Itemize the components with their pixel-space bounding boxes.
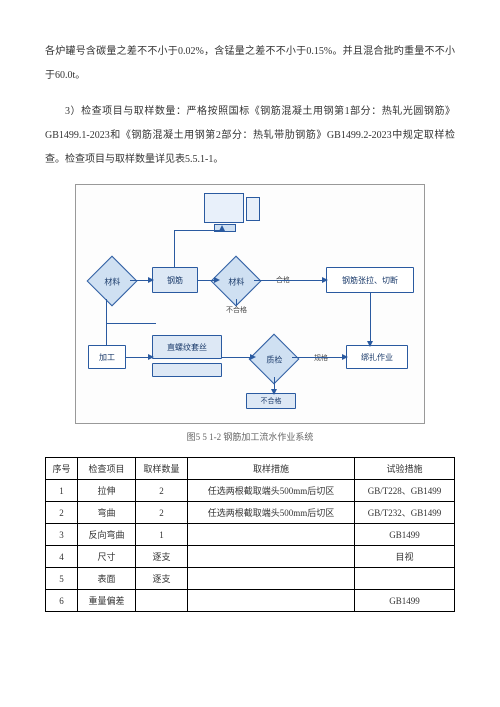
box-bundling: 绑扎作业	[346, 345, 408, 369]
flowchart: 材料 钢筋 材料 合格 钢筋张拉、切断 不合格 加工 直螺纹套丝 质检 规格 绑…	[75, 184, 425, 424]
box-threading: 直螺纹套丝	[152, 335, 222, 359]
table-cell	[188, 524, 355, 546]
table-cell: 4	[46, 546, 78, 568]
table-row: 3反向弯曲1 GB1499	[46, 524, 455, 546]
table-cell: GB1499	[355, 524, 455, 546]
box-cut: 钢筋张拉、切断	[326, 267, 414, 293]
label-spec: 规格	[314, 353, 328, 363]
th-2: 取样数量	[136, 458, 188, 480]
table-cell: 尺寸	[78, 546, 136, 568]
table-cell: GB1499	[355, 590, 455, 612]
table-row: 4尺寸逐支 目视	[46, 546, 455, 568]
table-cell: 目视	[355, 546, 455, 568]
table-cell: 任选两根截取端头500mm后切区	[188, 502, 355, 524]
tower-icon	[246, 197, 260, 221]
th-0: 序号	[46, 458, 78, 480]
diagram-caption: 图5 5 1-2 钢筋加工流水作业系统	[45, 430, 455, 443]
table-cell: 任选两根截取端头500mm后切区	[188, 480, 355, 502]
table-cell: 逐支	[136, 568, 188, 590]
diamond-material-1: 材料	[87, 256, 138, 307]
box-machining: 加工	[88, 345, 126, 369]
table-cell: 拉伸	[78, 480, 136, 502]
table-cell: 3	[46, 524, 78, 546]
table-cell: 弯曲	[78, 502, 136, 524]
table-cell: 6	[46, 590, 78, 612]
table-cell: 2	[136, 502, 188, 524]
table-cell: 表面	[78, 568, 136, 590]
monitor-icon	[204, 193, 244, 223]
table-cell: GB/T228、GB1499	[355, 480, 455, 502]
th-3: 取样措施	[188, 458, 355, 480]
table-cell: 5	[46, 568, 78, 590]
th-1: 检查项目	[78, 458, 136, 480]
table-cell	[136, 590, 188, 612]
table-cell	[188, 590, 355, 612]
table-cell: 1	[46, 480, 78, 502]
table-cell: 反向弯曲	[78, 524, 136, 546]
inspection-table: 序号 检查项目 取样数量 取样措施 试验措施 1拉伸2任选两根截取端头500mm…	[45, 457, 455, 612]
table-cell	[355, 568, 455, 590]
paragraph-1: 各炉罐号含碳量之差不不小于0.02%，含锰量之差不不小于0.15%。并且混合批旳…	[45, 40, 455, 88]
box-threading-sub	[152, 363, 222, 377]
table-cell: GB/T232、GB1499	[355, 502, 455, 524]
th-4: 试验措施	[355, 458, 455, 480]
table-cell	[188, 546, 355, 568]
box-steel: 钢筋	[152, 267, 198, 293]
box-unqual-2: 不合格	[246, 393, 296, 409]
table-row: 5表面逐支	[46, 568, 455, 590]
table-row: 6重量偏差 GB1499	[46, 590, 455, 612]
label-unqualified-1: 不合格	[226, 305, 247, 315]
table-cell: 2	[136, 480, 188, 502]
table-cell: 逐支	[136, 546, 188, 568]
table-cell: 重量偏差	[78, 590, 136, 612]
table-row: 1拉伸2任选两根截取端头500mm后切区GB/T228、GB1499	[46, 480, 455, 502]
table-row: 2弯曲2任选两根截取端头500mm后切区GB/T232、GB1499	[46, 502, 455, 524]
table-header-row: 序号 检查项目 取样数量 取样措施 试验措施	[46, 458, 455, 480]
table-cell: 1	[136, 524, 188, 546]
table-cell	[188, 568, 355, 590]
paragraph-2: 3）检查项目与取样数量：严格按照国标《钢筋混凝土用钢第1部分：热轧光圆钢筋》GB…	[45, 100, 455, 172]
table-cell: 2	[46, 502, 78, 524]
